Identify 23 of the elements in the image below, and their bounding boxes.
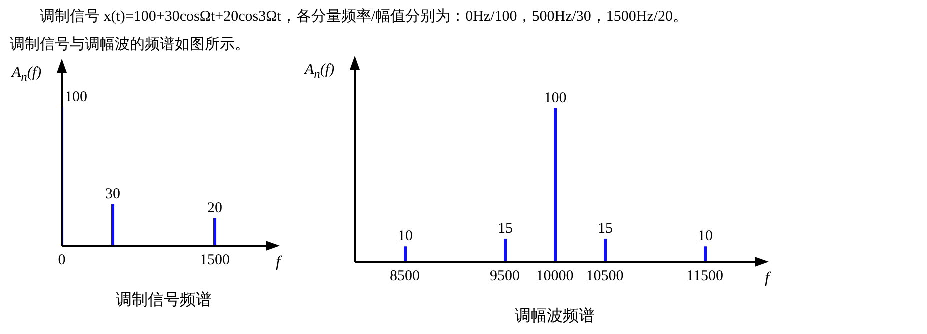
- x-axis-title: f: [276, 254, 280, 272]
- data-label: 15: [598, 220, 613, 237]
- data-label: 10: [398, 228, 413, 245]
- x-tick-label: 0: [58, 252, 66, 269]
- x-tick-label: 10000: [536, 268, 574, 285]
- data-label: 20: [208, 200, 222, 216]
- text: 调幅波频谱: [514, 306, 596, 327]
- chart-subtitle: 调制信号与调幅波的频谱如图所示。: [10, 36, 250, 54]
- text: 调制信号 x(t)=100+30cosΩt+20cos3Ωt，各分量频率/幅值分别为：0Hz/100，500Hz/30，1500Hz/20。: [40, 7, 688, 26]
- data-label: 10: [698, 228, 713, 245]
- x-tick-label: 9500: [490, 268, 520, 285]
- data-label: 30: [106, 186, 120, 202]
- data-label: 100: [544, 90, 567, 106]
- y-axis-title: A$_{n}$(f): [305, 62, 335, 82]
- text: 调制信号频谱: [115, 290, 213, 311]
- y-axis-title: A$_{n}$(f): [12, 65, 42, 85]
- x-tick-label: 8500: [390, 268, 420, 285]
- x-tick-label: 1500: [200, 252, 230, 269]
- x-tick-label: 10500: [586, 268, 624, 285]
- x-tick-label: 11500: [686, 268, 724, 285]
- data-label: 100: [65, 90, 88, 106]
- data-label: 15: [498, 220, 513, 237]
- x-axis-title: f: [765, 270, 770, 288]
